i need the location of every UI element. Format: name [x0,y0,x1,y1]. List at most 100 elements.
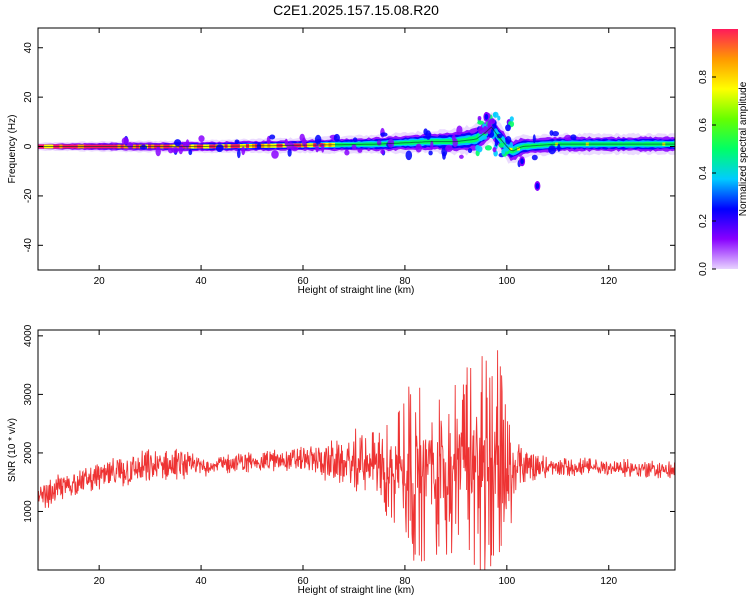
spectrogram-blob [286,142,295,151]
spectrogram-blob [380,132,388,137]
spectrogram-panel: 20 40 60 80 100 120 -40 -20 0 20 40 Height of stra… [7,27,676,296]
spectrogram-burst [475,111,515,157]
y-tick-label: 0 [23,143,34,149]
burst-cell [496,133,503,139]
spectrogram-blob [174,139,182,147]
spectrogram-blob [237,149,241,159]
core-cell [517,147,520,151]
burst-cell [492,147,497,153]
spectrogram-blob [234,139,240,144]
y-tick-label: -40 [23,238,34,253]
x-tick-label: 40 [196,576,208,587]
burst-cell [494,139,499,147]
burst-cell [497,115,501,121]
spectrogram-blob [168,147,174,154]
colorbar-tick-label: 0.4 [698,166,709,180]
x-tick-label: 40 [196,276,208,287]
burst-cell [498,142,505,148]
snr-series-line [38,350,675,570]
spectrogram-blob [198,135,205,143]
spectrogram-blob [188,149,193,156]
spectrogram-blob [215,144,224,153]
spectrogram-blob [299,133,305,142]
spectrogram-blob [467,148,473,154]
y-tick-label: -20 [23,188,34,203]
x-tick-label: 20 [94,576,106,587]
spectrogram-blob [451,134,456,142]
spectrogram-blob [531,154,538,161]
spectrogram-blob [287,148,292,157]
core-cell [509,147,513,151]
spectrogram-blob [314,134,322,145]
spectrogram-blob [139,144,148,150]
burst-cell [477,120,484,125]
spectrogram-blob [271,150,279,159]
spectrogram-blob [548,145,556,155]
burst-cell [493,128,498,136]
burst-cell [484,145,492,151]
burst-cell [509,116,514,122]
y-tick-label: 40 [23,42,34,54]
colorbar-gradient [712,29,738,269]
x-tick-label: 80 [399,276,411,287]
y-tick-label: 4000 [23,324,34,347]
spectrogram-blob [376,140,382,146]
detached-point-core [520,158,524,165]
x-tick-label: 120 [600,276,617,287]
colorbar-tick-label: 0.6 [698,118,709,132]
burst-cell [509,142,513,149]
y-tick-label: 3000 [23,383,34,406]
colorbar-ticks: 0.0 0.2 0.4 0.6 0.8 [698,70,716,276]
spectrogram-blob [380,149,385,155]
burst-cell [475,144,480,152]
spectrogram-blob [428,150,433,156]
colorbar-label: Normalized spectral amplitude [738,81,749,216]
spectrogram-blob [155,146,161,157]
spectrogram-blob [570,134,577,140]
snr-plot [38,350,675,570]
detached-point-core [484,113,489,120]
spectrogram-blob [459,154,464,159]
snr-frame [37,329,676,571]
ridge-line [38,126,675,152]
x-tick-label: 60 [297,276,309,287]
spectrogram-xlabel: Height of straight line (km) [298,285,415,296]
snr-xlabel: Height of straight line (km) [298,585,415,596]
y-tick-label: 1000 [23,500,34,523]
spectrogram-blob [344,149,350,156]
snr-panel: 20 40 60 80 100 120 1000 2000 3000 4000 Height of… [7,324,676,596]
x-tick-label: 100 [498,576,515,587]
spectrogram-plot [38,111,675,191]
spectrogram-blob [357,148,363,153]
spectrogram-blob [430,140,434,151]
burst-cell [487,124,493,130]
detached-point-core [535,183,540,189]
spectrogram-blob [256,143,262,150]
x-tick-label: 100 [498,276,515,287]
colorbar-tick-label: 0.2 [698,214,709,228]
spectrogram-blob [269,134,276,140]
spectrogram-blob [532,134,536,144]
burst-cell [505,124,511,132]
colorbar: 0.0 0.2 0.4 0.6 0.8 Normalized spectral ampl… [698,29,749,276]
spectrogram-frame [37,27,676,271]
spectrogram-blob [564,134,572,141]
spectrogram-ticks: 20 40 60 80 100 120 -40 -20 0 20 40 [23,28,675,287]
spectrogram-blob [552,131,559,137]
spectrogram-blob [351,144,357,150]
spectrogram-blob [241,146,246,156]
colorbar-tick-label: 0.0 [698,262,709,276]
x-tick-label: 60 [297,576,309,587]
spectrogram-blob [178,145,183,155]
spectrogram-blob [333,133,340,142]
spectrogram-blob [423,128,428,136]
colorbar-tick-label: 0.8 [698,70,709,84]
figure-title: C2E1.2025.157.15.08.R20 [273,2,439,18]
spectrogram-blob [456,125,463,136]
spectrogram-blob [127,142,133,149]
spectrogram-ylabel: Frequency (Hz) [7,115,18,184]
x-tick-label: 20 [94,276,106,287]
spectrogram-blob [445,144,453,152]
burst-cell [503,143,510,152]
